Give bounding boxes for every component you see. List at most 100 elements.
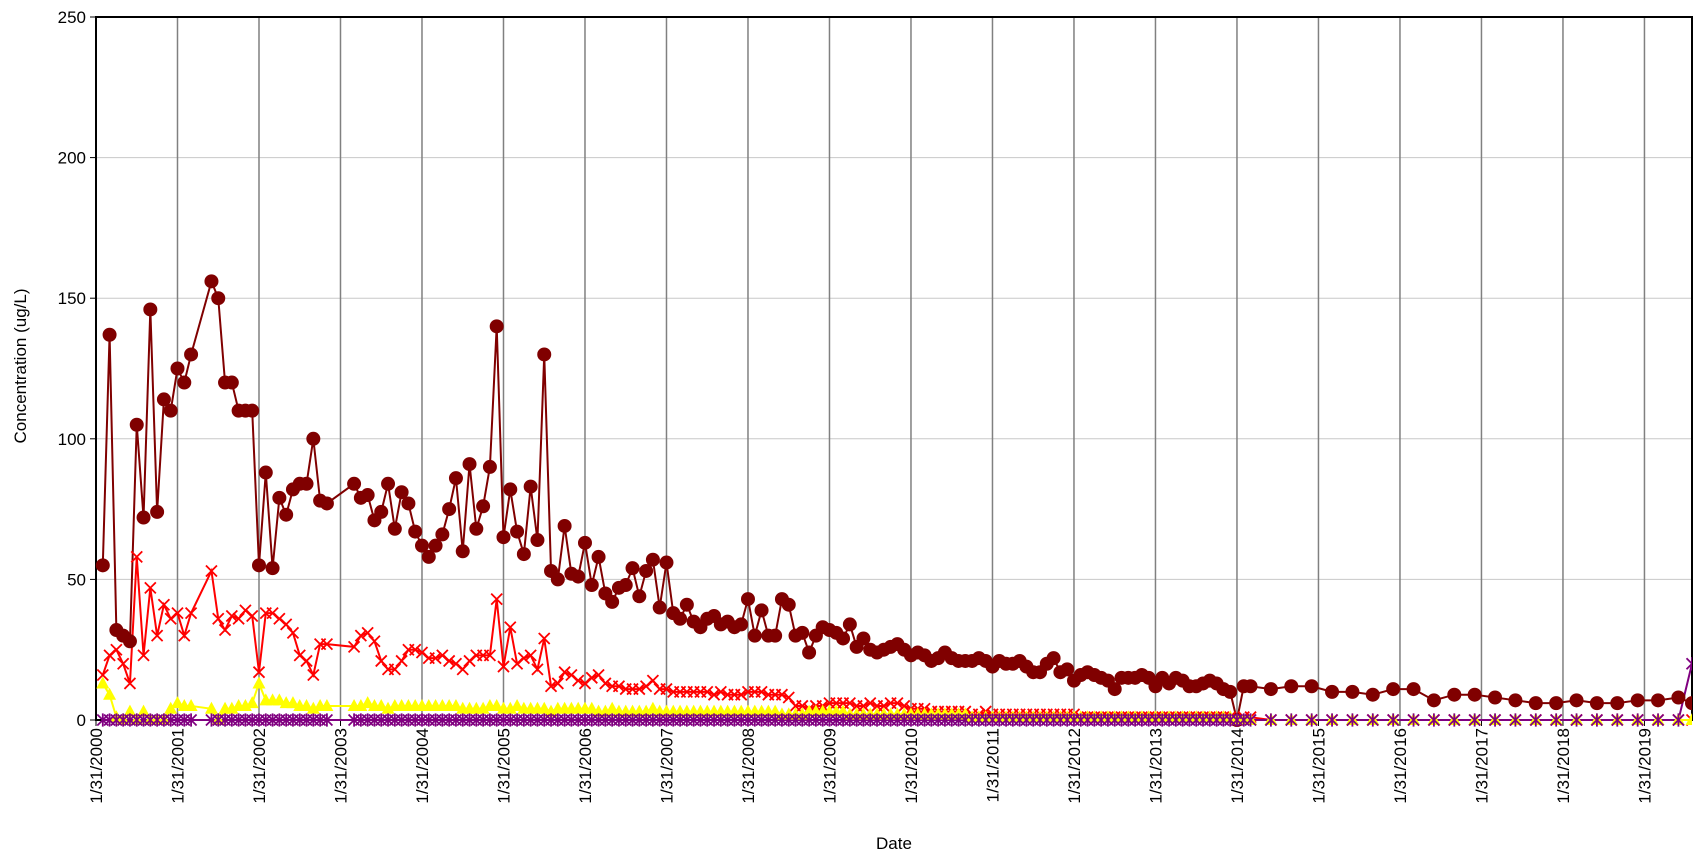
marker [394,485,409,500]
marker [483,649,497,662]
marker [802,645,817,660]
marker [448,471,463,486]
marker [1284,679,1299,694]
marker [503,482,518,497]
marker [469,521,484,536]
marker [1305,713,1318,727]
marker [102,327,117,342]
marker [856,631,871,646]
marker [755,685,768,699]
marker [510,698,524,711]
y-tick-label: 150 [58,289,86,308]
marker [1447,687,1462,702]
x-tick-label: 1/31/2009 [820,728,839,804]
marker [625,561,640,576]
marker [490,592,503,606]
marker [1046,651,1061,666]
marker [117,657,130,670]
marker [375,654,388,668]
marker [435,527,450,542]
marker [319,496,334,511]
marker [279,507,294,522]
marker [864,696,877,710]
marker [449,698,463,711]
marker [1550,713,1563,727]
x-tick-label: 1/31/2018 [1554,728,1573,804]
marker [245,696,259,709]
marker [571,569,586,584]
marker [768,704,782,717]
marker [659,555,674,570]
marker [462,457,477,472]
marker [150,629,164,642]
marker [1264,713,1278,727]
marker [421,549,436,564]
x-tick-label: 1/31/2000 [87,728,106,804]
plot-area [95,274,1692,727]
marker [612,680,626,693]
marker [584,578,599,593]
marker [618,578,633,593]
marker [1590,713,1604,727]
marker [306,431,321,446]
y-tick-label: 100 [58,430,86,449]
marker [1223,684,1238,699]
marker [523,479,538,494]
y-axis-label: Concentration (ug/L) [11,289,30,444]
marker [1107,682,1122,697]
marker [489,319,504,334]
marker [156,392,171,407]
x-tick-label: 1/31/2019 [1635,728,1654,804]
marker [591,549,606,564]
marker [137,704,151,717]
marker [177,375,192,390]
marker [129,417,144,432]
plot-frame [95,16,1693,721]
marker [1387,713,1400,727]
marker [836,631,851,646]
marker [96,676,110,689]
marker [585,671,598,684]
marker [673,611,688,626]
marker [414,538,429,553]
marker [374,698,388,711]
marker [455,544,470,559]
y-tick-label: 50 [67,570,86,589]
marker [537,701,551,714]
marker [1611,713,1624,727]
x-tick-label: 1/31/2010 [902,728,921,804]
marker [734,617,749,632]
marker [272,490,287,505]
marker [320,713,334,727]
marker [747,628,762,643]
marker [212,612,225,625]
marker [1345,684,1360,699]
marker [530,533,545,548]
marker [1509,713,1522,727]
marker [361,626,374,639]
marker [1406,682,1421,697]
marker [163,403,178,418]
y-tick-label: 200 [58,149,86,168]
marker [517,651,531,665]
marker [1651,693,1666,708]
marker [796,699,809,713]
marker [178,629,191,642]
marker [1529,713,1542,727]
marker [1488,713,1502,727]
marker [538,632,551,645]
marker [95,558,110,573]
marker [205,564,218,578]
marker [599,677,612,690]
marker [144,581,157,594]
marker [443,654,456,668]
marker [272,693,286,706]
x-tick-label: 1/31/2007 [657,728,676,804]
marker [504,621,517,634]
marker [652,600,667,615]
x-tick-label: 1/31/2006 [576,728,595,804]
marker [510,524,525,539]
marker [1244,713,1257,727]
marker [1569,693,1584,708]
